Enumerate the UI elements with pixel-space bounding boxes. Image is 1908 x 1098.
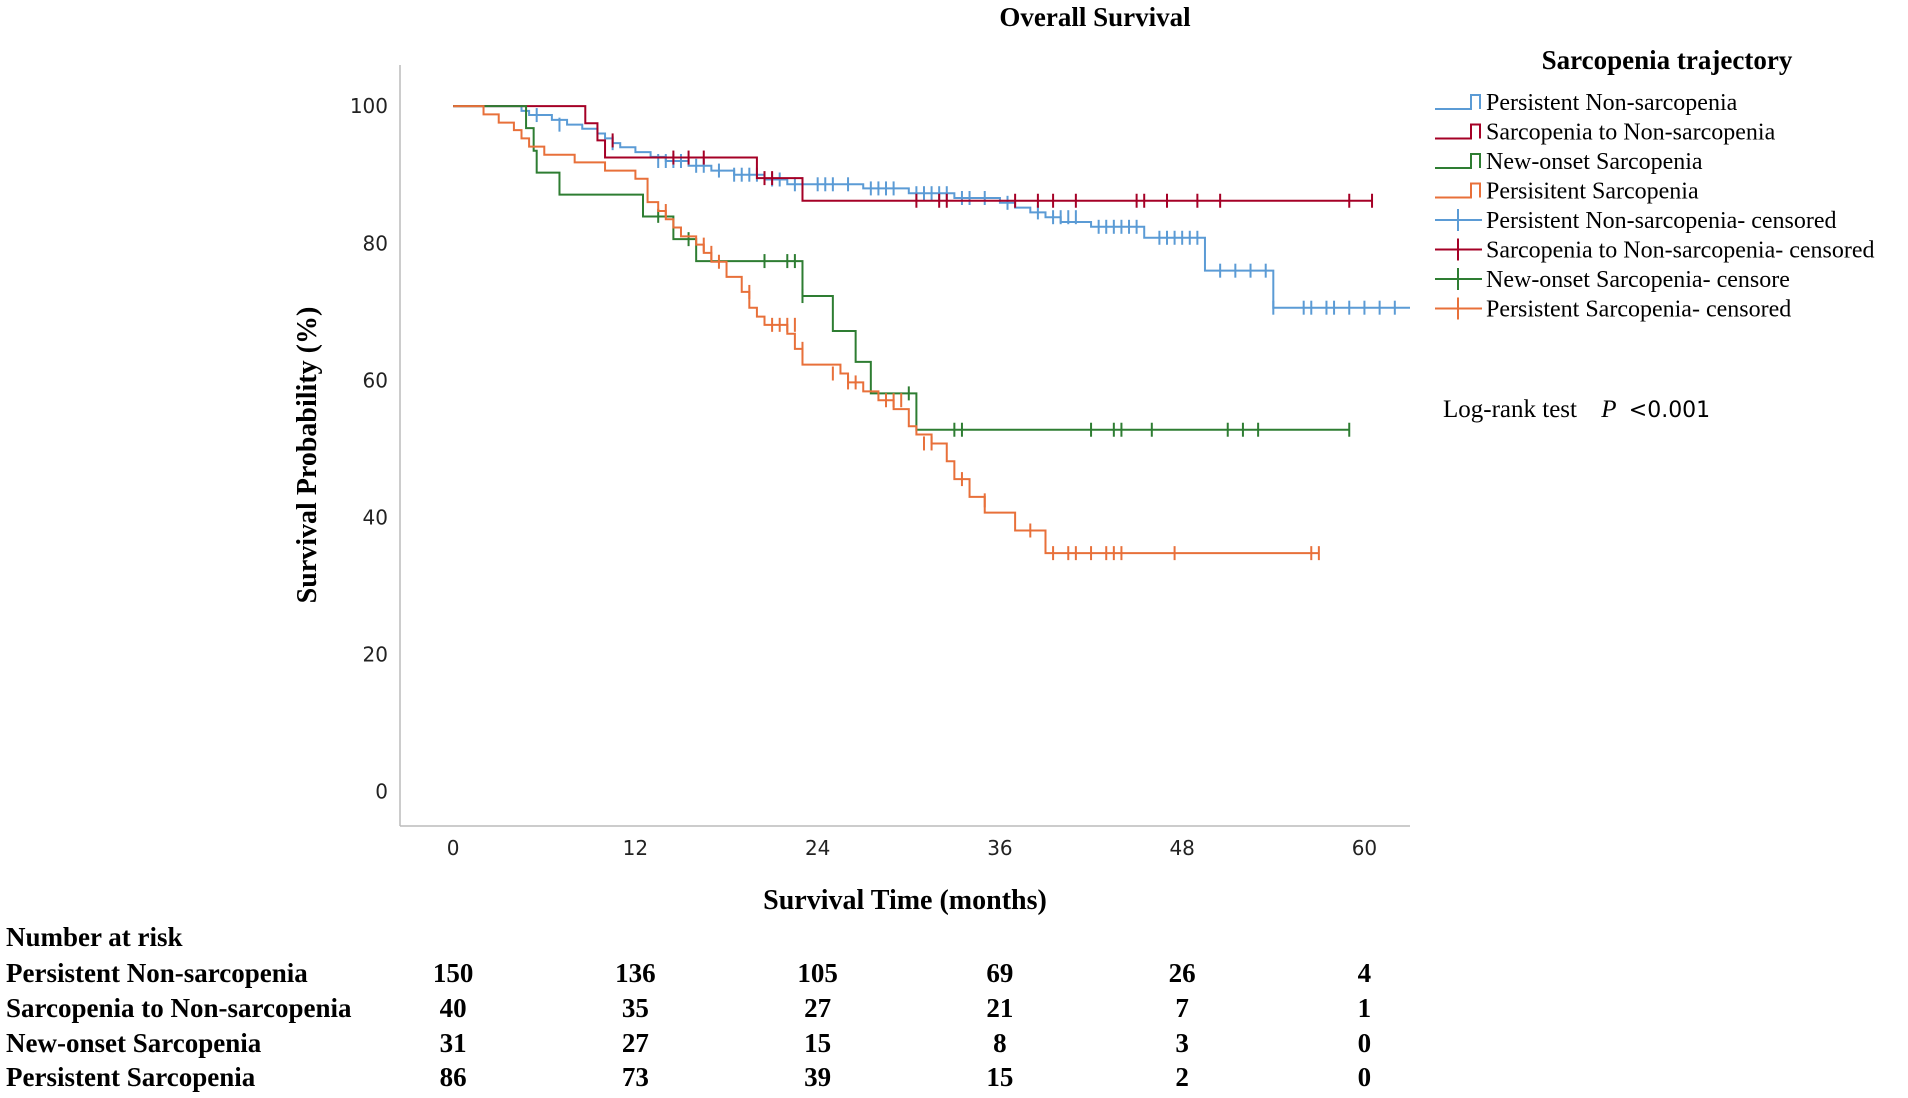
x-tick-label: 60 [1352,836,1377,860]
survival-step-line [453,105,1319,555]
series-persistent-sarcopenia [453,105,1320,561]
risk-count: 0 [1358,1028,1372,1058]
risk-row-label: Persistent Non-sarcopenia [6,958,308,988]
risk-row-label: Sarcopenia to Non-sarcopenia [6,993,352,1023]
legend-label: Persisitent Sarcopenia [1486,179,1699,205]
y-axis-label: Survival Probability (%) [292,307,323,604]
legend-item: Persistent Sarcopenia- censored [1435,297,1791,323]
risk-count: 150 [433,958,474,988]
legend-label: Persistent Sarcopenia- censored [1486,297,1791,323]
p-symbol: P [1600,396,1616,423]
x-tick-label: 0 [447,836,460,860]
risk-row: New-onset Sarcopenia 31 27 15 8 3 0 [6,1028,1371,1058]
legend-step-swatch [1435,123,1481,140]
risk-count: 69 [986,958,1013,988]
risk-row-label: Persistent Sarcopenia [6,1062,256,1092]
p-value: <0.001 [1629,398,1710,423]
legend-label: Sarcopenia to Non-sarcopenia [1486,120,1776,146]
risk-count: 0 [1358,1062,1372,1092]
legend-item: Persistent Non-sarcopenia [1435,90,1738,116]
legend-item: Sarcopenia to Non-sarcopenia- censored [1435,238,1875,264]
risk-count: 73 [622,1062,649,1092]
risk-row: Persistent Non-sarcopenia 150 136 105 69 26 4 [6,958,1371,988]
legend-label: Persistent Non-sarcopenia- censored [1486,208,1837,234]
risk-count: 4 [1358,958,1372,988]
risk-count: 15 [804,1028,831,1058]
risk-count: 136 [615,958,656,988]
legend-item: Persistent Non-sarcopenia- censored [1435,208,1837,234]
risk-count: 31 [440,1028,467,1058]
log-rank-label: Log-rank test [1443,396,1577,423]
x-axis-label: Survival Time (months) [763,885,1047,916]
legend-label: Sarcopenia to Non-sarcopenia- censored [1486,238,1875,264]
legend-item: Sarcopenia to Non-sarcopenia [1435,120,1776,146]
y-tick-labels: 0 20 40 60 80 100 [350,94,388,804]
risk-count: 8 [993,1028,1007,1058]
legend-label: New-onset Sarcopenia- censore [1486,267,1790,293]
chart-title: Overall Survival [999,2,1191,32]
risk-count: 105 [797,958,838,988]
y-tick-label: 0 [375,780,388,804]
x-tick-labels: 0 12 24 36 48 60 [447,836,1377,860]
risk-row: Sarcopenia to Non-sarcopenia 40 35 27 21 7 1 [6,993,1371,1023]
risk-count: 3 [1175,1028,1189,1058]
series-new-onset-sarcopenia [453,105,1351,437]
legend-label: Persistent Non-sarcopenia [1486,90,1738,116]
risk-count: 7 [1175,993,1189,1023]
survival-step-line [453,105,1350,431]
y-tick-label: 40 [363,505,388,529]
risk-count: 35 [622,993,649,1023]
risk-count: 26 [1169,958,1196,988]
risk-row-label: New-onset Sarcopenia [6,1028,262,1058]
legend-item: Persisitent Sarcopenia [1435,179,1699,205]
risk-count: 2 [1175,1062,1189,1092]
y-tick-label: 80 [363,231,388,255]
legend-step-swatch [1435,182,1481,199]
risk-count: 15 [986,1062,1013,1092]
y-tick-label: 100 [350,94,388,118]
risk-count: 86 [440,1062,467,1092]
legend-step-swatch [1435,153,1481,169]
legend: Sarcopenia trajectory Persistent Non-sar… [1435,45,1875,323]
legend-label: New-onset Sarcopenia [1486,149,1703,175]
survival-step-line [453,105,1373,202]
y-tick-label: 60 [363,368,388,392]
survival-curves [453,105,1410,561]
x-tick-label: 24 [805,836,830,860]
risk-count: 1 [1358,993,1372,1023]
risk-count: 40 [440,993,467,1023]
y-tick-label: 20 [363,643,388,667]
legend-title: Sarcopenia trajectory [1542,45,1793,75]
series-sarcopenia-to-non-sarcopenia [453,105,1374,208]
risk-row: Persistent Sarcopenia 86 73 39 15 2 0 [6,1062,1371,1092]
risk-count: 39 [804,1062,831,1092]
x-tick-label: 48 [1169,836,1194,860]
risk-table-heading: Number at risk [6,922,183,952]
legend-item: New-onset Sarcopenia [1435,149,1703,175]
legend-step-swatch [1435,94,1481,110]
risk-count: 27 [622,1028,649,1058]
plot-area: 0 20 40 60 80 100 0 12 24 36 48 60 [350,65,1410,860]
risk-table: Number at risk Persistent Non-sarcopenia… [6,922,1371,1092]
x-tick-label: 12 [623,836,648,860]
legend-item: New-onset Sarcopenia- censore [1435,267,1790,293]
log-rank-annotation: Log-rank test P <0.001 [1443,396,1710,423]
x-tick-label: 36 [987,836,1012,860]
risk-count: 27 [804,993,831,1023]
risk-count: 21 [986,993,1013,1023]
